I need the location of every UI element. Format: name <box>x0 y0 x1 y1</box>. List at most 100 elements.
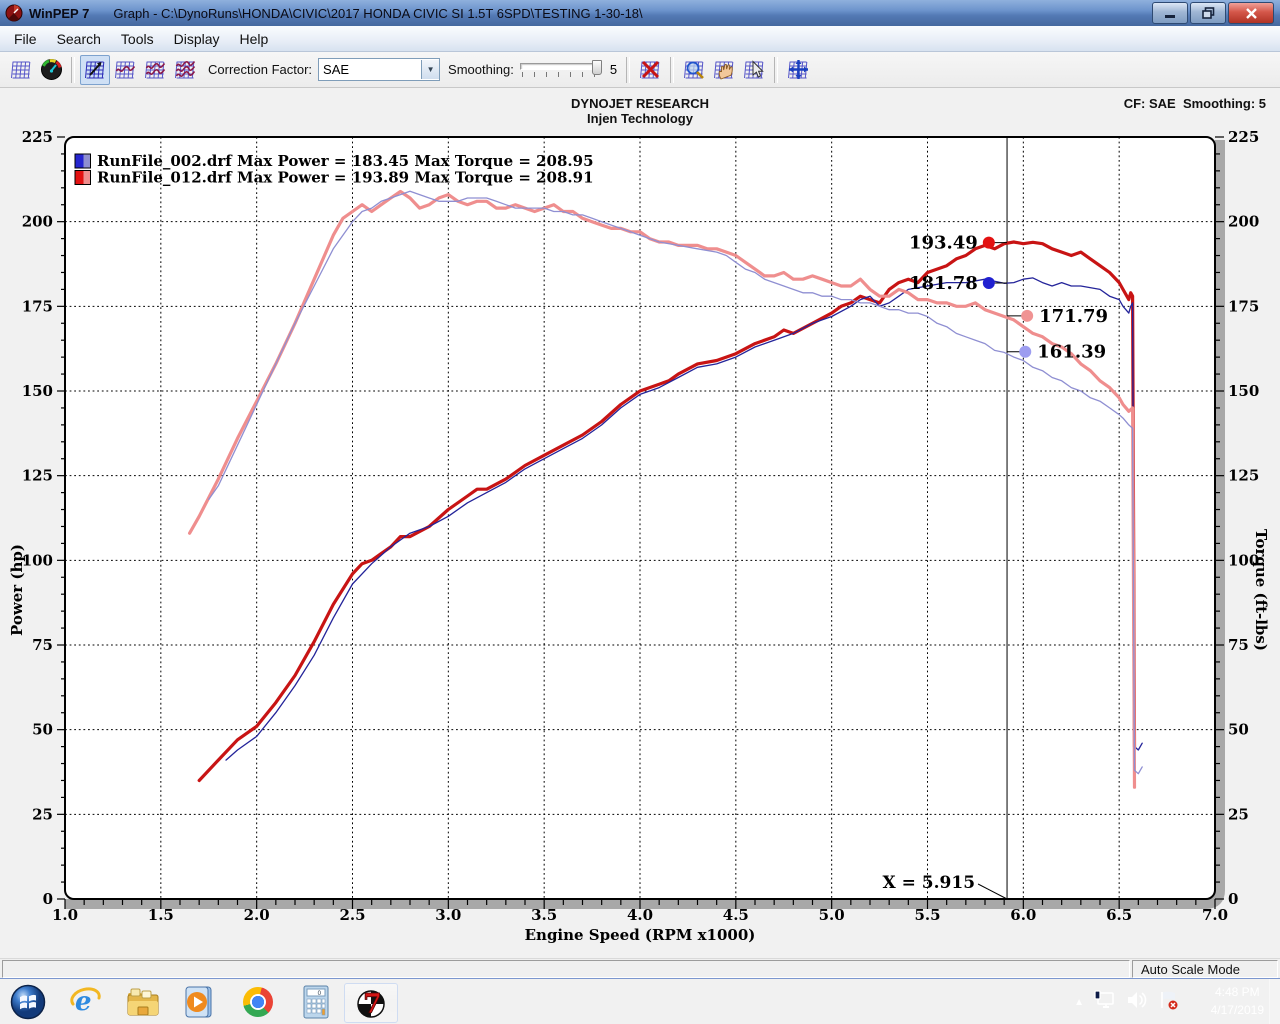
marker-dot <box>1021 309 1034 322</box>
show-desktop-button[interactable] <box>1269 979 1280 1024</box>
app-name: WinPEP 7 <box>29 5 90 21</box>
svg-text:75: 75 <box>32 636 53 654</box>
grid-arrow-icon <box>84 61 104 79</box>
menu-file[interactable]: File <box>14 30 37 47</box>
chart-company: DYNOJET RESEARCH <box>571 96 709 111</box>
svg-text:2.5: 2.5 <box>339 906 365 924</box>
y-axis-label-torque: Torque (ft-lbs) <box>1252 529 1270 651</box>
svg-text:5.0: 5.0 <box>819 906 845 924</box>
svg-text:200: 200 <box>22 213 53 231</box>
series-power-runfile-002 <box>225 277 1143 761</box>
svg-text:100: 100 <box>1228 551 1259 569</box>
taskbar-clock[interactable]: 4:48 PM 4/17/2019 <box>1211 983 1264 1019</box>
svg-text:0: 0 <box>1228 890 1238 908</box>
calculator-icon[interactable]: 0 <box>298 984 334 1020</box>
start-button[interactable] <box>10 984 46 1020</box>
menu-search[interactable]: Search <box>56 30 101 47</box>
restore-button[interactable] <box>1190 2 1226 24</box>
svg-text:6.5: 6.5 <box>1106 906 1132 924</box>
network-icon[interactable] <box>1094 989 1116 1015</box>
action-center-flag-icon[interactable] <box>1158 990 1180 1015</box>
plot-frame-shadow <box>65 140 1225 909</box>
correction-factor-select[interactable]: SAE ▼ <box>318 58 441 81</box>
clear-graph-icon-button[interactable] <box>635 55 665 85</box>
adjust-axes-icon-button[interactable] <box>783 55 813 85</box>
y-axis-label-power: Power (hp) <box>8 544 26 636</box>
grid-run1-icon <box>114 61 135 79</box>
windows-explorer-icon[interactable] <box>125 984 161 1020</box>
graph-two-runs-icon-button[interactable] <box>140 55 170 85</box>
correction-factor-value: SAE <box>323 62 350 77</box>
gauge-view-icon-button[interactable] <box>36 55 66 85</box>
plot-background <box>65 137 1215 899</box>
tray-expand-icon[interactable]: ▲ <box>1074 996 1084 1008</box>
status-bar-message-panel <box>2 960 1130 978</box>
grid-run2-icon <box>144 61 165 79</box>
internet-explorer-icon[interactable]: e <box>68 984 104 1020</box>
graph-pointer-icon-button[interactable] <box>80 54 110 85</box>
svg-text:6.0: 6.0 <box>1010 906 1036 924</box>
minimize-button[interactable] <box>1152 2 1188 24</box>
grid-icon <box>10 61 30 79</box>
scale-mode-indicator: Auto Scale Mode <box>1132 960 1278 978</box>
toolbar-separator <box>670 56 675 83</box>
grid-hand-icon <box>713 61 733 80</box>
smoothing-slider[interactable] <box>519 59 602 80</box>
svg-text:e: e <box>75 987 92 1017</box>
svg-text:4.5: 4.5 <box>723 906 749 924</box>
graph-three-runs-icon-button[interactable] <box>170 55 200 85</box>
svg-text:5.5: 5.5 <box>914 906 940 924</box>
svg-text:3.0: 3.0 <box>435 906 461 924</box>
svg-text:0: 0 <box>318 991 322 997</box>
chrome-icon[interactable] <box>240 984 276 1020</box>
svg-text:4.0: 4.0 <box>627 906 653 924</box>
grid-select-icon <box>743 60 764 79</box>
svg-text:50: 50 <box>1228 721 1249 739</box>
menu-help[interactable]: Help <box>239 30 269 47</box>
status-bar: Auto Scale Mode <box>0 958 1280 978</box>
svg-text:225: 225 <box>1228 128 1259 146</box>
title-bar: WinPEP 7 Graph - C:\DynoRuns\HONDA\CIVIC… <box>0 0 1280 27</box>
x-axis-label: Engine Speed (RPM x1000) <box>525 926 756 944</box>
slider-thumb[interactable] <box>591 59 602 75</box>
system-tray: ▲ <box>1074 979 1180 1024</box>
volume-icon[interactable] <box>1126 990 1148 1015</box>
clock-date: 4/17/2019 <box>1210 1003 1264 1017</box>
svg-text:175: 175 <box>1228 297 1259 315</box>
svg-text:25: 25 <box>1228 805 1249 823</box>
gridlines <box>65 137 1215 899</box>
dyno-graph-plot[interactable]: 1.0 1.5 2.0 2.5 3.0 3.5 4.0 4.5 5.0 5.5 6.0 6.5 7.00… <box>0 88 1280 958</box>
close-button[interactable] <box>1228 2 1274 24</box>
table-view-icon-button[interactable] <box>6 55 36 85</box>
taskbar: e <box>0 978 1280 1024</box>
winpep-app-icon <box>5 4 23 22</box>
svg-text:2.0: 2.0 <box>244 906 270 924</box>
menu-display[interactable]: Display <box>173 30 220 47</box>
grid-axes-icon <box>787 60 808 79</box>
clock-time: 4:48 PM <box>1214 985 1260 999</box>
smoothing-value: 5 <box>609 62 618 77</box>
chevron-down-icon[interactable]: ▼ <box>421 60 440 79</box>
grid-zoom-icon <box>683 61 704 79</box>
select-graph-icon-button[interactable] <box>739 55 769 85</box>
menu-tools[interactable]: Tools <box>120 30 154 47</box>
graph-one-run-icon-button[interactable] <box>110 55 140 85</box>
svg-text:1.0: 1.0 <box>52 906 78 924</box>
axis-tick-labels: 1.0 1.5 2.0 2.5 3.0 3.5 4.0 4.5 5.0 5.5 6.0 6.5 7.00… <box>22 128 1260 924</box>
chart-subtitle: Injen Technology <box>587 111 693 126</box>
zoom-graph-icon-button[interactable] <box>679 55 709 85</box>
series-torque-runfile-002 <box>208 190 1143 775</box>
pan-graph-icon-button[interactable] <box>709 55 739 85</box>
menu-bar: File Search Tools Display Help <box>0 26 1280 52</box>
svg-text:150: 150 <box>22 382 53 400</box>
winpep-taskbar-button[interactable]: 7 <box>344 983 398 1023</box>
marker-dot <box>1019 345 1032 358</box>
gauge-icon <box>40 59 62 80</box>
toolbar-separator <box>71 56 75 83</box>
media-player-icon[interactable] <box>180 984 216 1020</box>
grid-run3-icon <box>174 61 195 79</box>
svg-text:150: 150 <box>1228 382 1259 400</box>
svg-text:7: 7 <box>363 989 382 1020</box>
window-title: Graph - C:\DynoRuns\HONDA\CIVIC\2017 HON… <box>113 5 643 21</box>
